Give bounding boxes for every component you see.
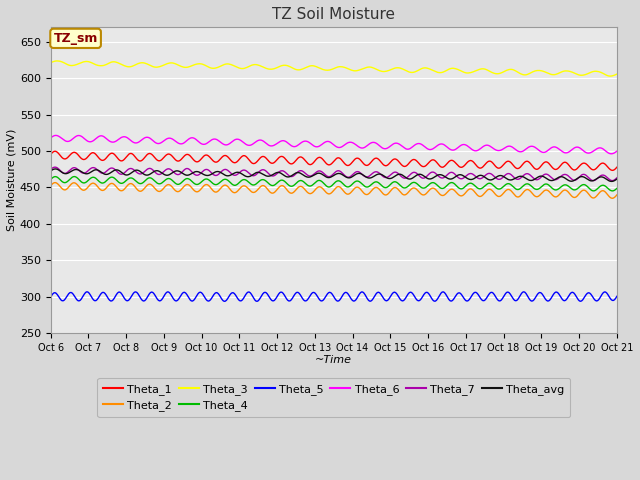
Theta_4 <box>512 186 520 192</box>
Theta_5 <box>320 296 328 302</box>
Theta_5 <box>47 294 54 300</box>
Theta_6 <box>317 143 324 148</box>
Theta_7 <box>385 173 392 179</box>
Theta_6 <box>607 151 615 156</box>
Theta_5 <box>613 293 621 299</box>
Line: Theta_2: Theta_2 <box>51 182 617 198</box>
Line: Theta_7: Theta_7 <box>51 167 617 180</box>
Theta_6 <box>600 147 608 153</box>
Theta_3 <box>47 60 54 66</box>
Theta_1 <box>317 155 324 160</box>
Theta_5 <box>385 296 392 302</box>
Theta_1 <box>47 152 54 157</box>
Theta_2 <box>385 190 392 196</box>
Theta_7 <box>320 171 328 177</box>
Theta_1 <box>600 161 608 167</box>
Theta_7 <box>512 176 520 182</box>
Theta_6 <box>52 132 60 138</box>
Theta_2 <box>600 188 608 194</box>
Line: Theta_5: Theta_5 <box>51 292 617 301</box>
Theta_6 <box>385 144 392 150</box>
Theta_5 <box>317 298 324 303</box>
Theta_4 <box>320 181 328 187</box>
Theta_7 <box>355 169 362 175</box>
Theta_6 <box>512 147 520 153</box>
Theta_2 <box>51 180 59 185</box>
Theta_7 <box>317 168 324 174</box>
Theta_2 <box>609 195 616 201</box>
Theta_2 <box>47 183 54 189</box>
Line: Theta_3: Theta_3 <box>51 61 617 76</box>
Theta_avg <box>355 170 362 176</box>
Legend: Theta_1, Theta_2, Theta_3, Theta_4, Theta_5, Theta_6, Theta_7, Theta_avg: Theta_1, Theta_2, Theta_3, Theta_4, Thet… <box>97 378 570 417</box>
Theta_avg <box>320 173 328 179</box>
Theta_avg <box>512 175 520 181</box>
X-axis label: ~Time: ~Time <box>316 356 352 365</box>
Theta_7 <box>613 175 621 180</box>
Theta_7 <box>47 167 54 172</box>
Theta_1 <box>613 164 621 170</box>
Theta_1 <box>609 168 616 173</box>
Theta_3 <box>613 71 621 77</box>
Theta_7 <box>609 178 616 183</box>
Theta_6 <box>47 135 54 141</box>
Line: Theta_6: Theta_6 <box>51 135 617 154</box>
Theta_3 <box>385 68 392 73</box>
Line: Theta_4: Theta_4 <box>51 177 617 191</box>
Theta_6 <box>320 140 328 145</box>
Theta_1 <box>385 161 392 167</box>
Theta_3 <box>600 71 608 77</box>
Theta_3 <box>606 73 614 79</box>
Theta_1 <box>512 165 520 171</box>
Text: TZ_sm: TZ_sm <box>53 32 98 45</box>
Theta_5 <box>520 289 527 295</box>
Line: Theta_1: Theta_1 <box>51 151 617 170</box>
Theta_2 <box>320 187 328 193</box>
Theta_2 <box>512 193 520 199</box>
Theta_7 <box>51 164 59 170</box>
Theta_3 <box>512 68 520 74</box>
Theta_4 <box>317 178 324 184</box>
Theta_5 <box>220 299 228 304</box>
Title: TZ Soil Moisture: TZ Soil Moisture <box>272 7 396 22</box>
Theta_avg <box>317 171 324 177</box>
Theta_1 <box>320 158 328 164</box>
Theta_2 <box>317 184 324 190</box>
Theta_avg <box>607 179 615 184</box>
Theta_avg <box>385 176 392 181</box>
Theta_4 <box>613 185 621 191</box>
Theta_avg <box>600 175 608 181</box>
Theta_4 <box>609 188 616 194</box>
Theta_6 <box>613 148 621 154</box>
Theta_6 <box>355 144 362 149</box>
Theta_7 <box>600 172 608 178</box>
Line: Theta_avg: Theta_avg <box>51 169 617 181</box>
Theta_4 <box>70 174 78 180</box>
Theta_4 <box>355 178 362 184</box>
Theta_4 <box>47 177 54 182</box>
Theta_avg <box>51 166 59 172</box>
Y-axis label: Soil Moisture (mV): Soil Moisture (mV) <box>7 129 17 231</box>
Theta_4 <box>600 183 608 189</box>
Theta_3 <box>54 58 61 64</box>
Theta_5 <box>602 289 609 295</box>
Theta_3 <box>355 68 362 73</box>
Theta_5 <box>512 298 520 304</box>
Theta_2 <box>613 192 621 198</box>
Theta_3 <box>317 66 324 72</box>
Theta_avg <box>613 176 621 182</box>
Theta_1 <box>355 156 362 161</box>
Theta_5 <box>355 293 362 299</box>
Theta_2 <box>355 184 362 190</box>
Theta_3 <box>320 67 328 72</box>
Theta_1 <box>51 148 59 154</box>
Theta_4 <box>385 183 392 189</box>
Theta_avg <box>47 168 54 174</box>
